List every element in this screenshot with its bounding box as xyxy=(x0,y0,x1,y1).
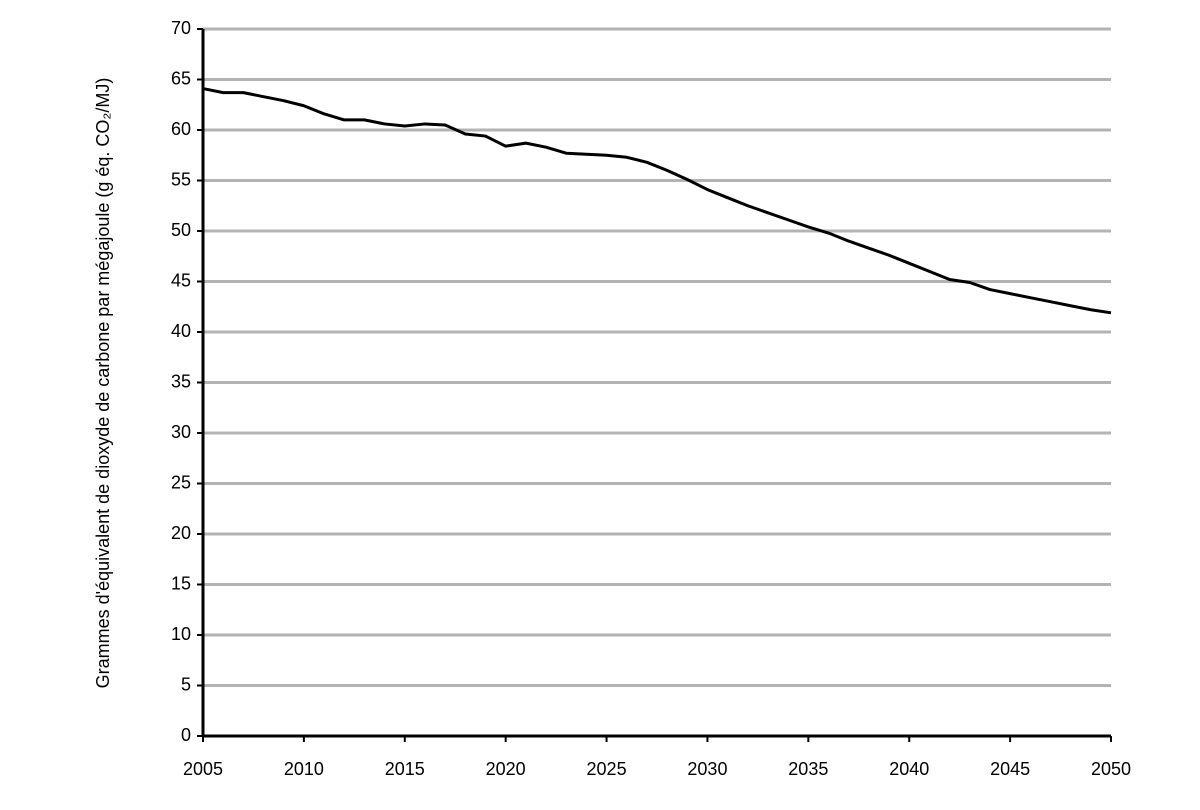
x-tick-label: 2045 xyxy=(990,759,1030,779)
y-tick-label: 30 xyxy=(171,422,191,442)
y-tick-label: 60 xyxy=(171,119,191,139)
y-axis-label: Grammes d'équivalent de dioxyde de carbo… xyxy=(93,78,113,689)
y-tick-label: 50 xyxy=(171,220,191,240)
y-tick-label: 40 xyxy=(171,321,191,341)
y-tick-label: 65 xyxy=(171,68,191,88)
y-tick-label: 45 xyxy=(171,270,191,290)
x-tick-label: 2015 xyxy=(385,759,425,779)
x-tick-label: 2025 xyxy=(587,759,627,779)
y-tick-label: 20 xyxy=(171,523,191,543)
x-tick-label: 2005 xyxy=(183,759,223,779)
y-tick-label: 25 xyxy=(171,472,191,492)
y-tick-label: 5 xyxy=(181,674,191,694)
x-tick-label: 2050 xyxy=(1091,759,1131,779)
x-tick-label: 2035 xyxy=(788,759,828,779)
x-tick-label: 2020 xyxy=(486,759,526,779)
x-tick-label: 2010 xyxy=(284,759,324,779)
y-tick-label: 10 xyxy=(171,624,191,644)
x-tick-label: 2040 xyxy=(889,759,929,779)
y-tick-label: 55 xyxy=(171,169,191,189)
y-tick-label: 0 xyxy=(181,725,191,745)
y-tick-label: 70 xyxy=(171,18,191,38)
data-line xyxy=(202,87,1112,315)
y-tick-label: 35 xyxy=(171,371,191,391)
x-tick-label: 2030 xyxy=(687,759,727,779)
y-tick-label: 15 xyxy=(171,573,191,593)
